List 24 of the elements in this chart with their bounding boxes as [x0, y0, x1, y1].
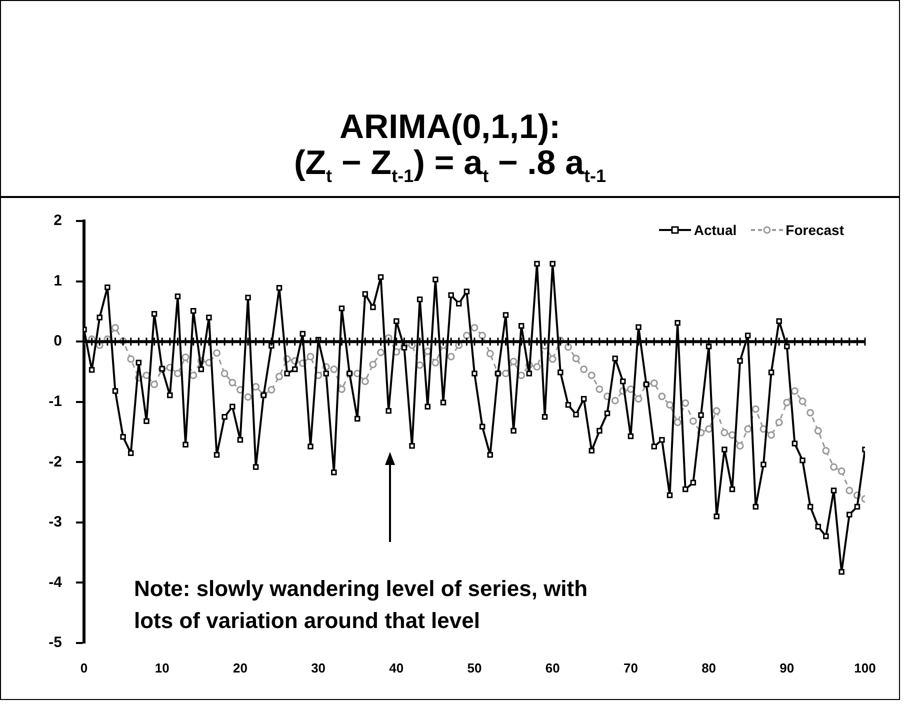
x-tick-label: 10 — [154, 660, 170, 676]
legend-label: Actual — [694, 222, 737, 238]
chart-title: ARIMA(0,1,1): — [339, 108, 561, 146]
y-tick-label: 0 — [54, 332, 62, 350]
x-tick-label: 20 — [232, 660, 248, 676]
x-tick-label: 100 — [854, 660, 876, 676]
y-tick-label: -4 — [48, 574, 63, 591]
y-tick-label: -3 — [48, 514, 62, 531]
x-tick-label: 50 — [467, 660, 482, 676]
x-tick-label: 80 — [702, 660, 716, 676]
x-tick-label: 70 — [623, 660, 638, 676]
y-tick-label: -5 — [48, 634, 62, 652]
chart-subtitle: (Z$_{t}$ − Z$_{t-1}$) = a$_{t}$ − .8 a$_{t-1}$ — [292, 144, 608, 187]
y-tick-label: 1 — [54, 272, 62, 290]
x-tick-label: 0 — [80, 660, 88, 676]
x-tick-label: 60 — [545, 660, 560, 676]
x-tick-label: 40 — [389, 660, 404, 676]
x-tick-label: 30 — [311, 660, 326, 676]
annotation: Note: slowly wandering level of series, with lots of variation around that level — [134, 575, 589, 635]
y-tick-label: -1 — [48, 393, 62, 410]
y-tick-label: 2 — [54, 212, 62, 230]
y-tick-label: -2 — [48, 453, 62, 470]
legend-label: Forecast — [786, 222, 844, 238]
x-tick-label: 90 — [780, 660, 794, 676]
